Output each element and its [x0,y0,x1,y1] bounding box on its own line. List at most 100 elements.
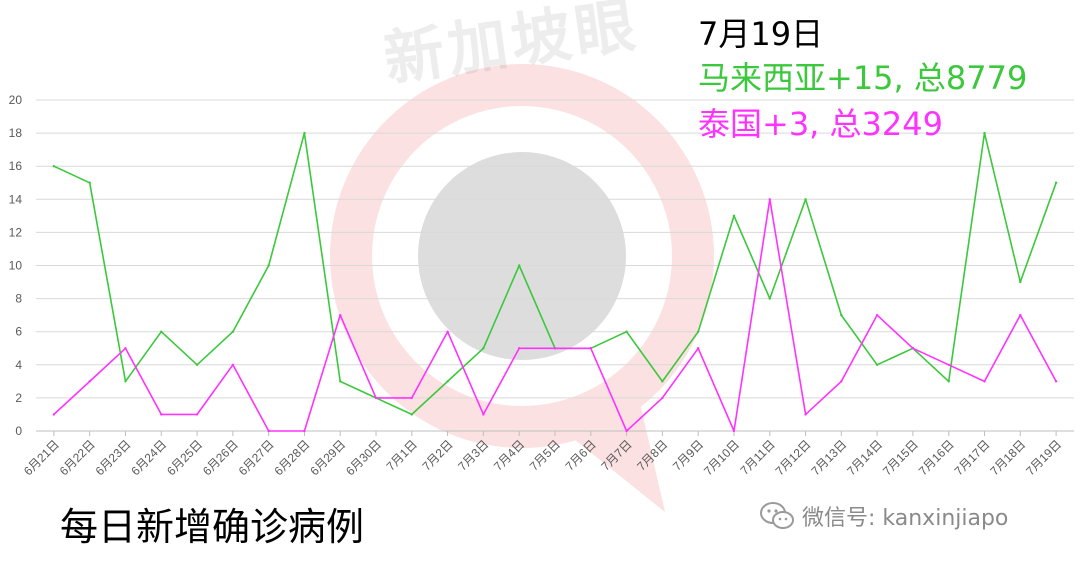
y-tick-label: 20 [9,93,23,107]
x-tick-label: 7月3日 [455,437,491,473]
x-tick-label: 6月24日 [128,437,169,478]
series-2-point [52,413,56,416]
series-2-point [768,198,771,201]
series-2-point [267,429,270,433]
wechat-id: 微信号: kanxinjiapo [802,506,1009,531]
series-2-point [947,363,950,366]
series-2-point [339,313,342,317]
series-1-point [160,330,163,333]
x-tick-label: 6月28日 [272,437,313,478]
series-1-point [768,297,771,300]
series-2-point [553,347,557,350]
series-1-point [625,330,628,333]
y-tick-label: 14 [9,192,23,206]
series-1-point [88,181,91,184]
x-tick-label: 6月23日 [93,437,134,478]
grid-layer [36,99,1074,432]
series-2-point [374,396,378,400]
watermark-emblem [330,64,714,512]
x-tick-label: 6月30日 [343,437,384,478]
y-tick-label: 16 [9,159,23,173]
y-tick-label: 6 [15,325,22,339]
series-1-point [1019,280,1022,284]
series-2-point [124,347,127,350]
x-tick-label: 6月25日 [164,437,205,478]
series-2-point [482,413,485,416]
y-tick-label: 10 [9,259,23,273]
chart-caption: 每日新增确诊病例 [60,505,365,549]
series-layer [52,131,1058,433]
series-1-point [303,131,306,135]
series-1-point [947,380,950,383]
y-axis-ticks: 0 2 4 6 8 10 12 14 16 18 20 [9,93,23,438]
x-tick-label: 7月19日 [1023,437,1064,478]
x-tick-label: 7月12日 [773,437,814,478]
annotation-thailand: 泰国+3, 总3249 [698,105,943,143]
series-2-point [589,347,592,350]
y-tick-label: 2 [15,391,22,405]
x-tick-label: 7月11日 [737,437,777,477]
series-1-point [195,363,199,366]
x-tick-label: 7月16日 [916,437,957,478]
y-tick-label: 18 [9,126,23,140]
series-1-point [1054,181,1058,184]
series-2-point [1054,380,1058,383]
y-tick-label: 8 [15,292,22,306]
series-2-point [231,363,235,366]
wechat-icon [760,502,794,529]
series-1-point [410,413,414,416]
x-tick-label: 7月10日 [701,437,742,478]
series-2-point [195,413,199,416]
series-1-point [52,165,56,168]
series-1-point [446,380,449,383]
series-1-point [339,380,342,383]
series-2-point [518,347,521,350]
series-2-point [303,429,306,433]
series-2-point [410,396,414,400]
y-tick-label: 0 [15,424,22,438]
y-tick-label: 12 [9,225,23,239]
series-2-point [875,313,879,317]
annotation-date: 7月19日 [698,15,824,53]
series-2-point [625,429,628,433]
series-1-point [124,380,127,383]
y-tick-label: 4 [15,358,22,372]
series-1-point [231,330,235,333]
series-2-point [804,413,807,416]
series-2-point [732,429,736,433]
x-tick-label: 6月22日 [57,437,98,478]
series-2-point [983,380,986,383]
annotation-malaysia: 马来西亚+15, 总8779 [698,59,1028,97]
series-1-point [267,264,270,267]
series-1-point [983,131,986,135]
x-tick-label: 7月14日 [844,437,885,478]
x-tick-label: 7月15日 [880,437,921,478]
x-tick-label: 7月2日 [419,437,455,473]
wechat-footer: 微信号: kanxinjiapo [760,500,1008,532]
series-2-point [446,330,449,333]
series-1-point [840,313,843,317]
series-2-point [911,347,915,350]
x-tick-label: 6月21日 [21,437,62,478]
series-1-point [875,363,879,366]
x-tick-label: 7月17日 [952,437,993,478]
x-tick-label: 6月26日 [200,437,241,478]
series-1-point [661,380,664,383]
series-1-point [732,214,736,218]
series-2-point [1019,313,1022,317]
x-tick-label: 7月1日 [384,437,420,473]
series-2-point [696,347,700,350]
series-1-point [482,347,485,350]
series-2-point [160,413,163,416]
series-1-point [696,330,700,333]
x-tick-label: 6月27日 [236,437,277,478]
series-2-point [661,396,664,400]
series-2-point [840,380,843,383]
series-1-point [518,264,521,267]
x-tick-label: 6月29日 [307,437,348,478]
x-tick-label: 7月13日 [808,437,849,478]
series-2-point [88,380,91,383]
x-tick-label: 7月18日 [987,437,1028,478]
series-1-point [804,198,807,201]
